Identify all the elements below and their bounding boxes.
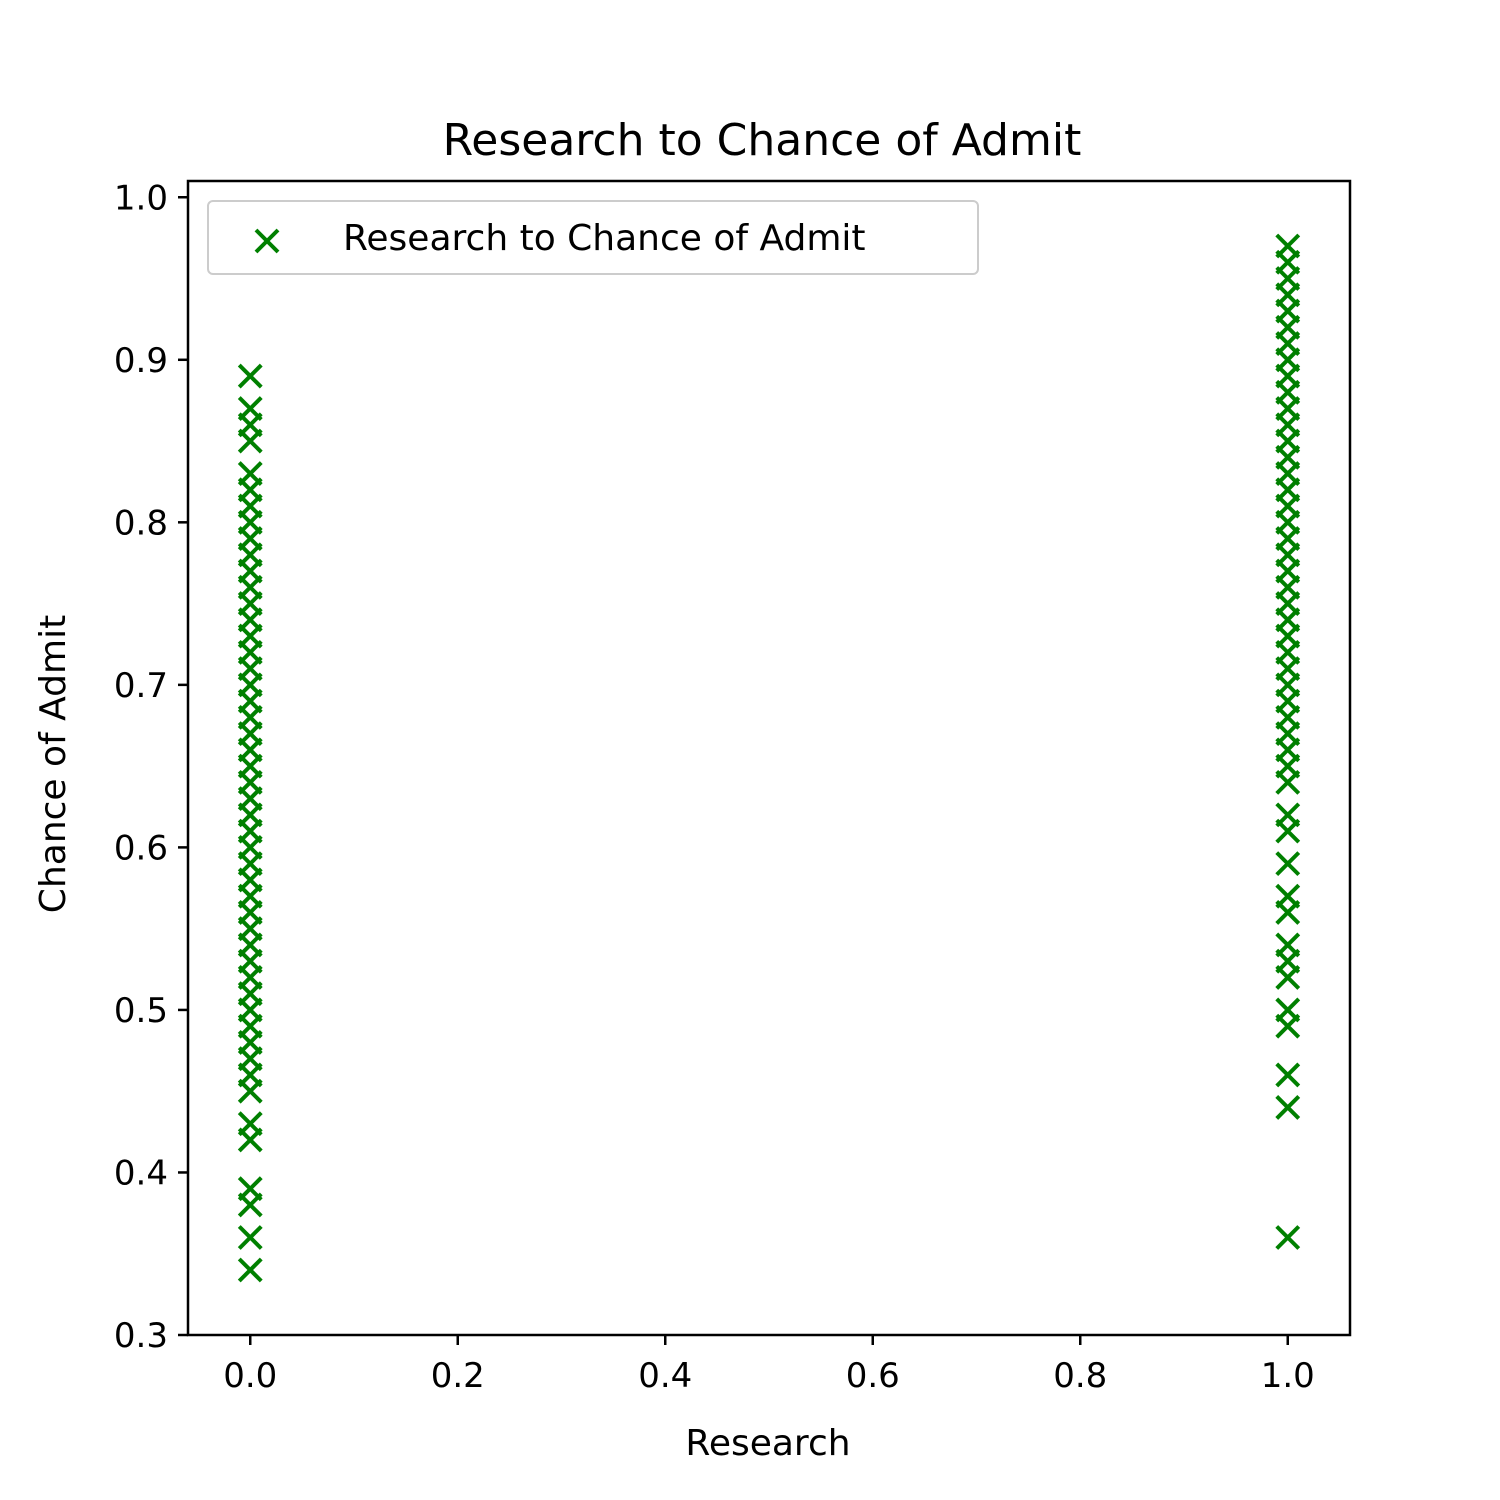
y-tick-label: 0.8 [114,503,168,543]
legend-entry-label: Research to Chance of Admit [343,218,866,259]
data-point [1275,851,1301,877]
x-tick-label: 0.0 [223,1356,277,1396]
data-point [1275,883,1301,909]
x-tick-label: 0.6 [846,1356,900,1396]
plot-frame [186,179,1352,1337]
x-tick-label: 0.2 [431,1356,485,1396]
data-point [1275,932,1301,958]
x-tick-label: 0.4 [638,1356,692,1396]
data-point [1275,233,1301,259]
data-point [237,396,263,421]
y-axis-ticks: 0.3 0.4 0.5 0.6 0.7 0.8 0.9 1.0 [114,178,188,1356]
y-tick-label: 1.0 [114,178,168,218]
data-point [1275,802,1301,828]
y-tick-label: 0.7 [114,666,168,706]
x-axis-ticks: 0.0 0.2 0.4 0.6 0.8 1.0 [223,1335,1315,1396]
y-axis-label: Chance of Admit [33,615,74,913]
y-tick-label: 0.6 [114,828,168,868]
data-point [237,1225,263,1250]
x-tick-label: 0.8 [1053,1356,1107,1396]
x-axis-label: Research [685,1423,850,1464]
legend-marker-x-icon [254,228,280,254]
data-point [237,1111,263,1137]
y-tick-label: 0.5 [114,991,168,1031]
y-tick-label: 0.3 [114,1316,168,1356]
y-tick-label: 0.9 [114,341,168,381]
data-points [237,233,1301,1283]
data-point [1275,1095,1301,1120]
legend-frame [207,200,979,275]
chart-title: Research to Chance of Admit [443,115,1082,166]
data-point [237,1257,263,1283]
data-point [237,363,263,389]
x-tick-label: 1.0 [1261,1356,1315,1396]
data-point [1275,1225,1301,1250]
legend-marker-glyph [254,228,280,254]
data-point [1275,1062,1301,1088]
y-tick-label: 0.4 [114,1153,168,1193]
data-point [237,461,263,486]
data-point [237,1176,263,1202]
legend: Research to Chance of Admit [207,200,979,275]
data-point [1275,997,1301,1023]
